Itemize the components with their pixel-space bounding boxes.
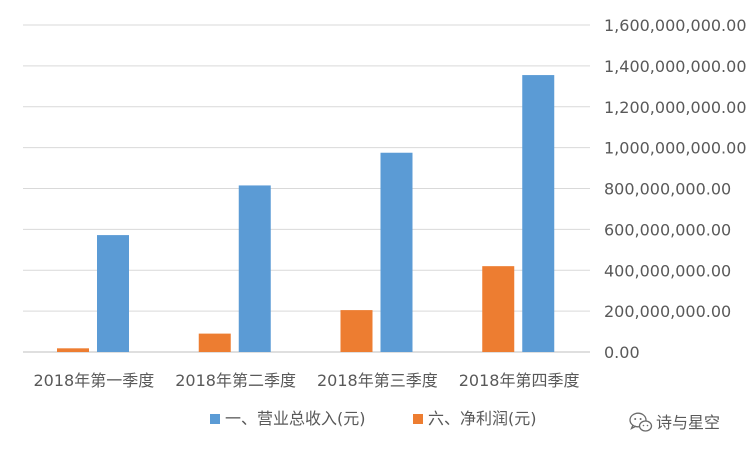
watermark: 诗与星空 <box>629 412 720 432</box>
x-axis-category-labels: 2018年第一季度 2018年第二季度 2018年第三季度 2018年第四季度 <box>34 371 580 390</box>
legend-swatch-net-profit <box>413 414 423 424</box>
y-tick-label: 800,000,000.00 <box>604 180 731 199</box>
x-category-label: 2018年第三季度 <box>317 371 438 390</box>
bar-net-profit-3 <box>340 310 373 352</box>
y-tick-label: 400,000,000.00 <box>604 261 731 280</box>
wechat-icon <box>629 412 653 432</box>
bar-revenue-2 <box>238 185 271 352</box>
x-category-label: 2018年第二季度 <box>175 371 296 390</box>
y-tick-label: 1,400,000,000.00 <box>604 57 747 76</box>
legend-label-net-profit: 六、净利润(元) <box>428 409 537 428</box>
legend: 一、营业总收入(元) 六、净利润(元) <box>210 409 537 428</box>
y-tick-label: 0.00 <box>604 343 640 362</box>
y-tick-label: 1,200,000,000.00 <box>604 98 747 117</box>
legend-swatch-revenue <box>210 414 220 424</box>
bar-net-profit-4 <box>482 266 515 352</box>
bars-layer <box>57 75 555 353</box>
y-tick-label: 1,000,000,000.00 <box>604 139 747 158</box>
bar-revenue-1 <box>97 235 129 352</box>
watermark-text: 诗与星空 <box>656 413 720 432</box>
bar-revenue-3 <box>380 152 413 352</box>
bar-net-profit-2 <box>198 333 231 352</box>
x-category-label: 2018年第一季度 <box>34 371 155 390</box>
x-category-label: 2018年第四季度 <box>459 371 580 390</box>
y-tick-label: 200,000,000.00 <box>604 302 731 321</box>
y-axis-tick-labels: 0.00 200,000,000.00 400,000,000.00 600,000,… <box>604 16 747 362</box>
legend-label-revenue: 一、营业总收入(元) <box>225 409 366 428</box>
y-tick-label: 600,000,000.00 <box>604 220 731 239</box>
y-tick-label: 1,600,000,000.00 <box>604 16 747 35</box>
bar-net-profit-1 <box>57 348 89 352</box>
bar-revenue-4 <box>522 75 555 353</box>
